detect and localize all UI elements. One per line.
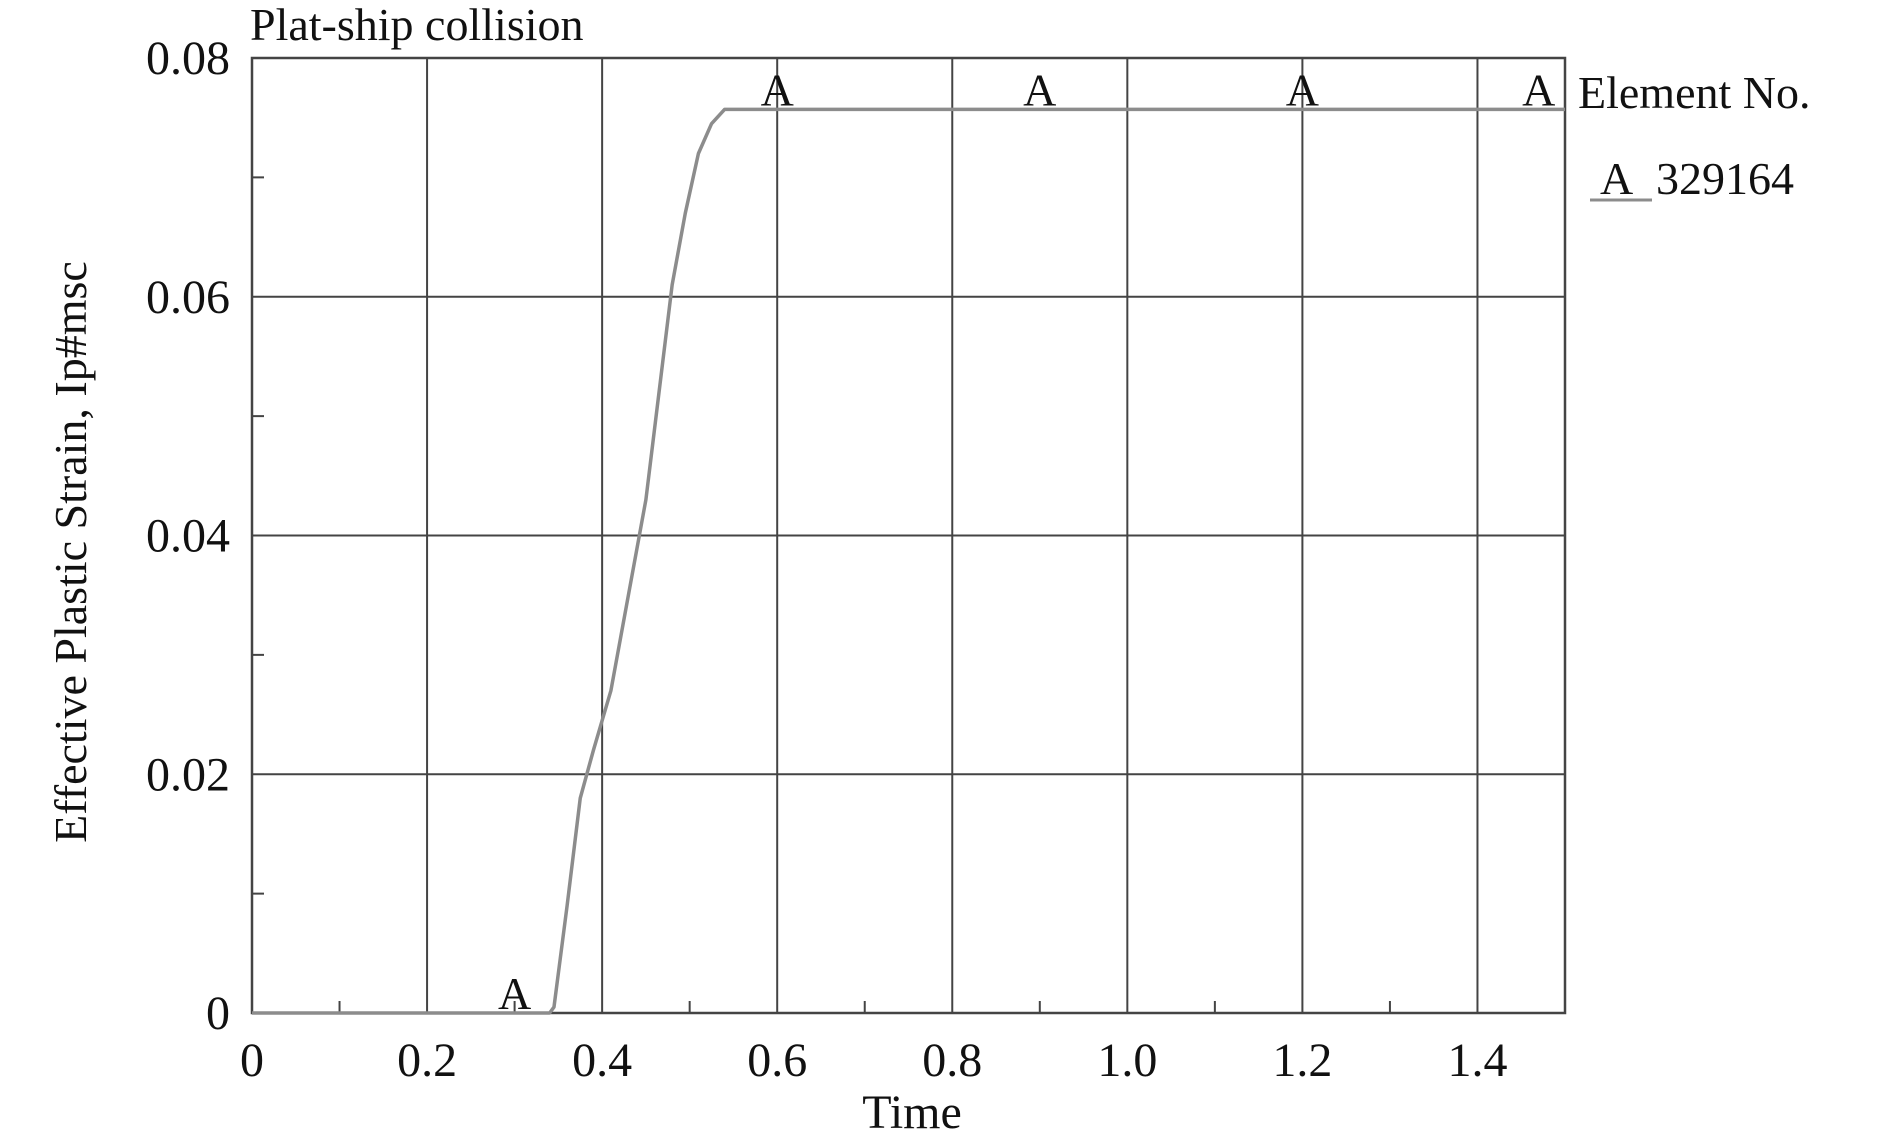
legend-entry-label: 329164 <box>1656 153 1794 204</box>
x-tick-label: 1.2 <box>1272 1034 1332 1087</box>
x-axis-title: Time <box>862 1086 962 1139</box>
x-tick-label: 0.4 <box>572 1034 632 1087</box>
legend: Element No. A 329164 <box>1578 67 1811 204</box>
y-tick-label: 0.08 <box>146 32 230 85</box>
x-tick-label: 1.4 <box>1447 1034 1507 1087</box>
series-marker-label: A <box>498 968 531 1019</box>
series-marker-label: A <box>761 64 794 115</box>
y-tick-label: 0.06 <box>146 271 230 324</box>
x-tick-label: 1.0 <box>1097 1034 1157 1087</box>
grid-layer <box>252 58 1565 1013</box>
y-tick-label: 0 <box>206 987 230 1040</box>
legend-title: Element No. <box>1578 67 1811 118</box>
series-marker-label: A <box>1023 64 1056 115</box>
y-tick-label: 0.04 <box>146 510 230 563</box>
legend-entry-symbol: A <box>1600 153 1633 204</box>
x-tick-label: 0.6 <box>747 1034 807 1087</box>
series-line <box>252 107 1565 1015</box>
plot-frame <box>250 56 1567 1015</box>
x-tick-label: 0 <box>240 1034 264 1087</box>
series-layer: A A A A A <box>252 64 1565 1019</box>
y-tick-label: 0.02 <box>146 748 230 801</box>
x-tick-label: 0.2 <box>397 1034 457 1087</box>
series-marker-label: A <box>1286 64 1319 115</box>
label-layer: 0 0.2 0.4 0.6 0.8 1.0 1.2 1.4 0 0.02 0.04 0.06 0.08 <box>146 32 1507 1087</box>
tick-layer <box>252 176 1391 1013</box>
y-axis-title: Effective Plastic Strain, Ip#msc <box>45 261 96 843</box>
chart-title: Plat-ship collision <box>250 0 584 50</box>
series-marker-label: A <box>1522 64 1555 115</box>
x-tick-label: 0.8 <box>922 1034 982 1087</box>
